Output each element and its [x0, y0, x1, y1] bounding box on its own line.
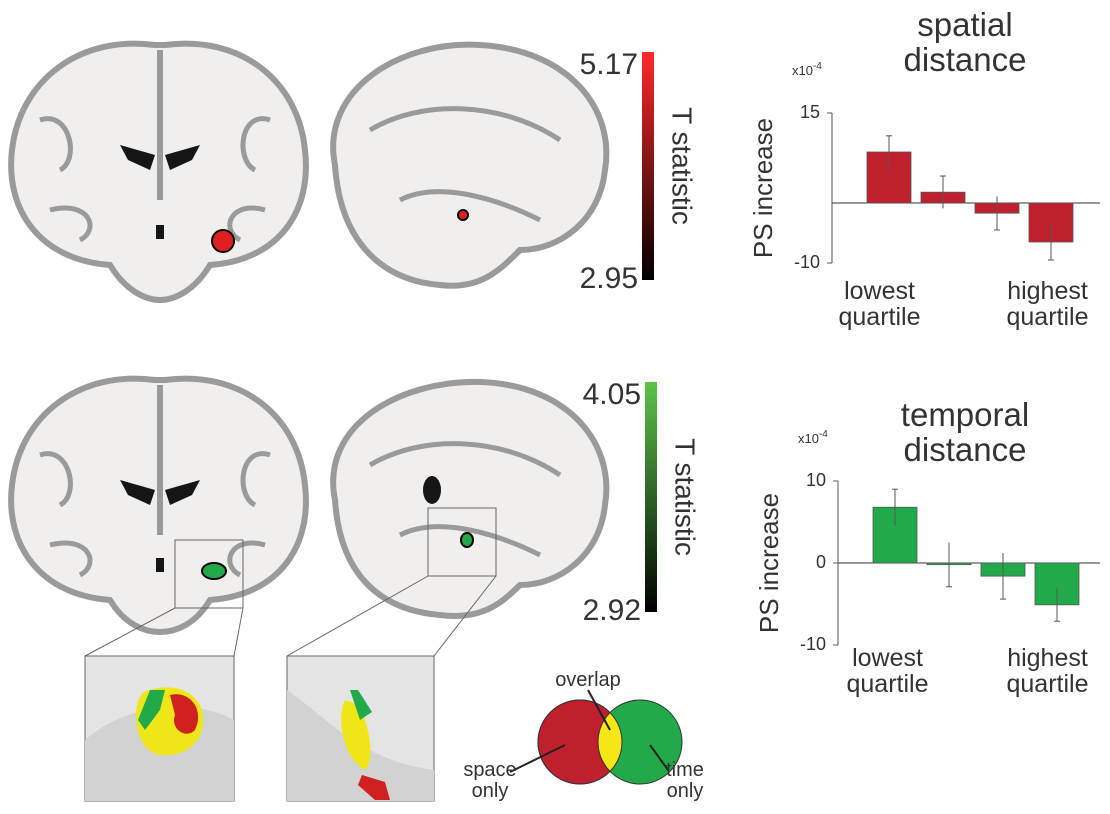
- brain-images: [11, 44, 606, 632]
- colorbar-label: T statistic: [670, 438, 701, 556]
- colorbar-max: 4.05: [583, 378, 641, 411]
- x-tick-label: lowest quartile: [822, 278, 937, 331]
- zoom-panels: [85, 656, 434, 801]
- multiplier: x10-4: [798, 429, 828, 446]
- colorbar-min: 2.92: [583, 594, 641, 627]
- y-tick-label: -10: [794, 252, 820, 272]
- x-tick-label: highest quartile: [990, 278, 1105, 331]
- x-tick-label: lowest quartile: [830, 645, 945, 698]
- colorbar-label: T statistic: [667, 107, 698, 225]
- multiplier: x10-4: [792, 61, 822, 78]
- figure: 5.17 2.95 T statistic 4.05 2.92 T statistic ov…: [0, 0, 1110, 814]
- colorbar: [642, 52, 654, 280]
- y-tick-label: 0: [816, 552, 826, 572]
- multiplier-base: x10: [798, 431, 819, 446]
- chart-title: spatial distance: [860, 8, 1070, 77]
- venn-left-label: space only: [455, 760, 525, 802]
- y-tick-label: 15: [800, 102, 820, 122]
- x-tick-label: highest quartile: [990, 645, 1105, 698]
- y-tick-label: 10: [806, 470, 826, 490]
- colorbar: [645, 382, 657, 612]
- multiplier-base: x10: [792, 63, 813, 78]
- colorbar-min: 2.95: [580, 262, 638, 295]
- colorbar-max: 5.17: [580, 48, 638, 81]
- chart-title: temporal distance: [860, 398, 1070, 467]
- y-axis-label: PS increase: [748, 118, 778, 258]
- y-axis-label: PS increase: [754, 493, 784, 633]
- multiplier-exponent: -4: [813, 61, 822, 72]
- y-tick-label: -10: [800, 634, 826, 654]
- venn-overlap-label: overlap: [555, 669, 621, 691]
- multiplier-exponent: -4: [819, 429, 828, 440]
- venn-right-label: time only: [655, 760, 715, 802]
